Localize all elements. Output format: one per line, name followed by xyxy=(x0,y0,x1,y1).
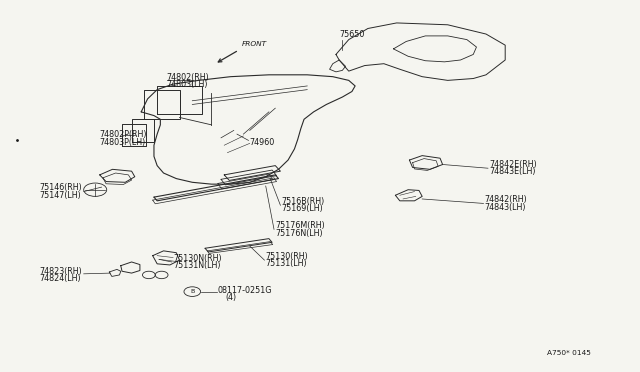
Text: 74843(LH): 74843(LH) xyxy=(484,203,526,212)
Text: 75131(LH): 75131(LH) xyxy=(266,259,307,268)
Text: 74842(RH): 74842(RH) xyxy=(484,195,527,204)
Text: (4): (4) xyxy=(225,294,237,302)
Text: B: B xyxy=(190,289,195,294)
Text: 75176M(RH): 75176M(RH) xyxy=(275,221,325,230)
Text: 08117-0251G: 08117-0251G xyxy=(218,286,273,295)
Text: 74802(RH): 74802(RH) xyxy=(167,73,209,82)
Text: 75131N(LH): 75131N(LH) xyxy=(173,261,221,270)
Text: 74802P(RH): 74802P(RH) xyxy=(100,130,147,140)
Text: 74823(RH): 74823(RH) xyxy=(39,267,82,276)
Text: 75169(LH): 75169(LH) xyxy=(282,205,323,214)
Text: 75146(RH): 75146(RH) xyxy=(39,183,82,192)
Text: 75130N(RH): 75130N(RH) xyxy=(173,254,221,263)
Text: 74960: 74960 xyxy=(250,138,275,147)
Text: 74824(LH): 74824(LH) xyxy=(39,274,81,283)
Text: A750* 0145: A750* 0145 xyxy=(547,350,591,356)
Text: 7516B(RH): 7516B(RH) xyxy=(282,197,325,206)
Text: 75147(LH): 75147(LH) xyxy=(39,191,81,200)
Text: FRONT: FRONT xyxy=(242,41,268,47)
Text: 74842E(RH): 74842E(RH) xyxy=(489,160,537,169)
Text: 74803(LH): 74803(LH) xyxy=(167,80,208,89)
Text: 75176N(LH): 75176N(LH) xyxy=(275,228,323,238)
Text: 75130(RH): 75130(RH) xyxy=(266,252,308,261)
Text: 75650: 75650 xyxy=(339,30,365,39)
Text: 74843E(LH): 74843E(LH) xyxy=(489,167,536,176)
Text: 74803P(LH): 74803P(LH) xyxy=(100,138,146,147)
